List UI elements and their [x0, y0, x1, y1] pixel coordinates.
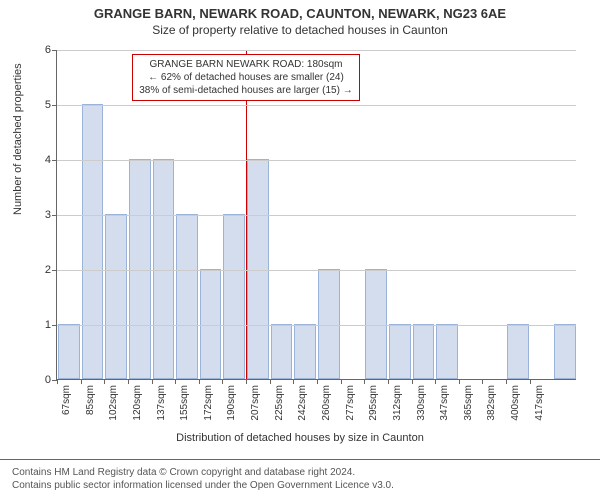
grid-line — [57, 160, 576, 161]
y-axis-label: Number of detached properties — [12, 63, 24, 215]
bar — [82, 104, 104, 379]
grid-line — [57, 105, 576, 106]
x-tick-mark — [270, 379, 271, 384]
x-tick-mark — [435, 379, 436, 384]
bar — [153, 159, 175, 379]
x-tick-label: 172sqm — [203, 385, 214, 421]
x-tick-mark — [482, 379, 483, 384]
x-tick-mark — [81, 379, 82, 384]
x-tick-label: 242sqm — [297, 385, 308, 421]
grid-line — [57, 270, 576, 271]
bar — [223, 214, 245, 379]
y-tick-label: 6 — [45, 44, 51, 56]
y-tick-label: 2 — [45, 264, 51, 276]
x-tick-label: 417sqm — [534, 385, 545, 421]
x-tick-label: 295sqm — [368, 385, 379, 421]
bar — [176, 214, 198, 379]
grid-line — [57, 325, 576, 326]
bar — [507, 324, 529, 379]
x-tick-label: 67sqm — [61, 385, 72, 415]
x-tick-label: 120sqm — [132, 385, 143, 421]
x-tick-label: 312sqm — [392, 385, 403, 421]
bar — [247, 159, 269, 379]
x-tick-mark — [128, 379, 129, 384]
bar — [389, 324, 411, 379]
y-tick-label: 1 — [45, 319, 51, 331]
x-tick-label: 260sqm — [321, 385, 332, 421]
annotation-line-2: ← 62% of detached houses are smaller (24… — [139, 71, 352, 84]
x-tick-label: 347sqm — [439, 385, 450, 421]
bar — [365, 269, 387, 379]
bar — [105, 214, 127, 379]
bar — [436, 324, 458, 379]
x-tick-mark — [506, 379, 507, 384]
x-tick-label: 400sqm — [510, 385, 521, 421]
x-tick-label: 330sqm — [416, 385, 427, 421]
y-tick-label: 0 — [45, 374, 51, 386]
x-tick-mark — [293, 379, 294, 384]
x-tick-mark — [104, 379, 105, 384]
x-tick-mark — [388, 379, 389, 384]
y-tick-label: 3 — [45, 209, 51, 221]
x-tick-mark — [175, 379, 176, 384]
x-tick-mark — [246, 379, 247, 384]
bar — [129, 159, 151, 379]
annotation-line-3: 38% of semi-detached houses are larger (… — [139, 84, 352, 97]
x-tick-label: 382sqm — [486, 385, 497, 421]
x-tick-label: 277sqm — [345, 385, 356, 421]
x-tick-mark — [364, 379, 365, 384]
bar — [58, 324, 80, 379]
footer: Contains HM Land Registry data © Crown c… — [0, 459, 600, 500]
x-tick-label: 207sqm — [250, 385, 261, 421]
bar — [413, 324, 435, 379]
x-tick-mark — [199, 379, 200, 384]
y-tick-mark — [52, 50, 57, 51]
bar — [554, 324, 576, 379]
x-tick-label: 190sqm — [226, 385, 237, 421]
y-tick-mark — [52, 160, 57, 161]
x-tick-mark — [317, 379, 318, 384]
x-tick-label: 225sqm — [274, 385, 285, 421]
x-tick-mark — [57, 379, 58, 384]
x-tick-mark — [459, 379, 460, 384]
y-tick-mark — [52, 325, 57, 326]
x-tick-mark — [412, 379, 413, 384]
y-tick-label: 5 — [45, 99, 51, 111]
x-tick-mark — [222, 379, 223, 384]
y-tick-mark — [52, 270, 57, 271]
bar — [200, 269, 222, 379]
x-axis-label: Distribution of detached houses by size … — [0, 432, 600, 444]
y-tick-mark — [52, 215, 57, 216]
annotation-line-1: GRANGE BARN NEWARK ROAD: 180sqm — [139, 58, 352, 71]
bar — [294, 324, 316, 379]
x-tick-label: 155sqm — [179, 385, 190, 421]
x-tick-label: 85sqm — [85, 385, 96, 415]
y-tick-mark — [52, 105, 57, 106]
bar — [318, 269, 340, 379]
x-tick-mark — [152, 379, 153, 384]
chart-title-sub: Size of property relative to detached ho… — [0, 21, 600, 37]
annotation-box: GRANGE BARN NEWARK ROAD: 180sqm ← 62% of… — [132, 54, 359, 101]
grid-line — [57, 215, 576, 216]
chart-container: GRANGE BARN, NEWARK ROAD, CAUNTON, NEWAR… — [0, 0, 600, 500]
footer-line-1: Contains HM Land Registry data © Crown c… — [12, 466, 588, 479]
y-tick-label: 4 — [45, 154, 51, 166]
x-tick-label: 365sqm — [463, 385, 474, 421]
chart-plot-area: GRANGE BARN NEWARK ROAD: 180sqm ← 62% of… — [56, 50, 576, 380]
x-tick-mark — [341, 379, 342, 384]
chart-title-main: GRANGE BARN, NEWARK ROAD, CAUNTON, NEWAR… — [0, 0, 600, 21]
x-tick-label: 137sqm — [156, 385, 167, 421]
x-tick-label: 102sqm — [108, 385, 119, 421]
bar — [271, 324, 293, 379]
x-tick-mark — [530, 379, 531, 384]
grid-line — [57, 50, 576, 51]
footer-line-2: Contains public sector information licen… — [12, 479, 588, 492]
